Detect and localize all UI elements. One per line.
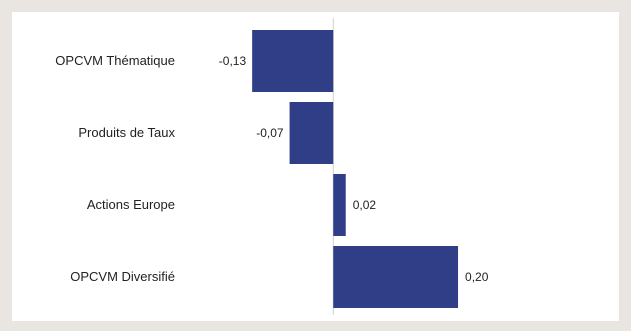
category-label-1: Produits de Taux bbox=[78, 125, 175, 140]
bar-1 bbox=[289, 102, 334, 164]
category-label-2: Actions Europe bbox=[87, 197, 175, 212]
bars-group bbox=[252, 30, 459, 308]
bar-chart: OPCVM Thématique Produits de Taux Actions … bbox=[55, 18, 489, 315]
value-label-1: -0,07 bbox=[256, 126, 284, 140]
value-label-3: 0,20 bbox=[465, 270, 489, 284]
category-label-0: OPCVM Thématique bbox=[55, 53, 175, 68]
bar-3 bbox=[333, 246, 459, 308]
value-label-0: -0,13 bbox=[219, 54, 247, 68]
bar-0 bbox=[252, 30, 334, 92]
category-labels-group: OPCVM Thématique Produits de Taux Actions … bbox=[55, 53, 175, 284]
bar-2 bbox=[333, 174, 346, 236]
value-labels-group: -0,13 -0,07 0,02 0,20 bbox=[219, 54, 489, 284]
value-label-2: 0,02 bbox=[353, 198, 377, 212]
chart-panel: OPCVM Thématique Produits de Taux Actions … bbox=[12, 12, 619, 321]
category-label-3: OPCVM Diversifié bbox=[70, 269, 175, 284]
